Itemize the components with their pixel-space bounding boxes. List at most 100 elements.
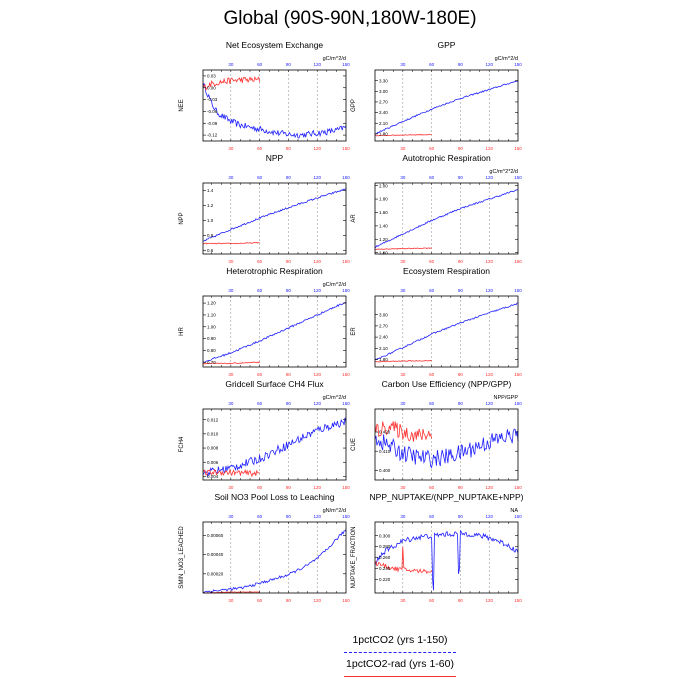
x-tick-label-bottom: 120	[485, 598, 493, 603]
y-tick-label: 0.004	[207, 474, 219, 479]
series-line-red	[202, 76, 260, 91]
panel-title: NPP_NUPTAKE/(NPP_NUPTAKE+NPP)	[370, 492, 524, 502]
y-tick-label: 0.010	[207, 431, 219, 436]
x-tick-label-bottom: 60	[257, 485, 263, 490]
x-tick-label-top: 120	[313, 288, 321, 293]
x-tick-label-bottom: 120	[485, 259, 493, 264]
y-tick-label: 0.90	[207, 336, 216, 341]
x-tick-label-bottom: 150	[514, 372, 522, 377]
x-tick-label-top: 90	[458, 401, 464, 406]
x-tick-label-bottom: 150	[342, 598, 350, 603]
y-tick-label: 1.20	[207, 301, 216, 306]
series-line-blue	[202, 417, 347, 478]
y-tick-label: 0.8	[207, 233, 214, 238]
plot-frame	[374, 69, 519, 142]
series-line-red	[202, 242, 260, 245]
x-tick-label-top: 30	[228, 288, 234, 293]
y-axis-label: SMIN_NO3_LEACHED	[179, 526, 185, 589]
x-tick-label-bottom: 120	[313, 372, 321, 377]
series-line-red	[375, 359, 432, 363]
panel-title: Ecosystem Respiration	[403, 266, 490, 276]
x-tick-label-top: 90	[286, 514, 292, 519]
series-line-red	[374, 546, 432, 575]
y-tick-label: 1.4	[207, 188, 214, 193]
x-tick-label-bottom: 90	[458, 485, 464, 490]
x-tick-label-bottom: 30	[228, 372, 234, 377]
x-tick-label-top: 60	[429, 175, 435, 180]
plot-frame	[202, 521, 347, 594]
panel-5: Ecosystem Respiration ER 30 60 90 120 150 30 60 9…	[351, 266, 522, 377]
x-tick-label-bottom: 150	[514, 485, 522, 490]
y-tick-label: 0.70	[207, 360, 216, 365]
x-tick-label-bottom: 120	[313, 485, 321, 490]
panel-1: GPP gC/m^2/d GPP 30 60 90 120 150 30 60 90 120 150 3.…	[351, 40, 522, 151]
x-tick-label-bottom: 30	[400, 372, 406, 377]
x-tick-label-bottom: 60	[257, 146, 263, 151]
x-tick-label-bottom: 30	[228, 598, 234, 603]
x-tick-label-bottom: 60	[429, 259, 435, 264]
x-tick-label-top: 120	[485, 514, 493, 519]
x-tick-label-top: 60	[429, 514, 435, 519]
panel-8: Soil NO3 Pool Loss to Leaching gN/m^2/d SM…	[179, 492, 350, 603]
x-tick-label-top: 150	[342, 62, 350, 67]
x-tick-label-top: 30	[400, 288, 406, 293]
y-tick-label: 1.80	[379, 197, 388, 202]
x-tick-label-bottom: 90	[458, 146, 464, 151]
y-tick-label: 2.00	[379, 183, 388, 188]
x-tick-label-bottom: 150	[514, 598, 522, 603]
y-axis-label: NUPTAKE_FRACTION	[351, 527, 357, 589]
x-tick-label-bottom: 90	[286, 485, 292, 490]
x-tick-label-top: 90	[458, 175, 464, 180]
x-tick-label-top: 120	[485, 62, 493, 67]
x-tick-label-top: 150	[514, 62, 522, 67]
y-tick-label: 0.03	[207, 74, 216, 79]
x-tick-label-bottom: 30	[400, 259, 406, 264]
y-tick-label: 3.00	[379, 312, 388, 317]
panel-units: gC/m^2/d	[323, 395, 346, 401]
y-tick-label: 1.2	[207, 203, 214, 208]
x-tick-label-top: 60	[257, 514, 263, 519]
series-line-blue	[374, 80, 519, 135]
y-tick-label: 2.40	[379, 335, 388, 340]
y-axis-label: CUE	[351, 438, 357, 451]
series-line-blue	[202, 82, 347, 139]
series-line-blue	[374, 189, 519, 249]
plot-frame	[374, 182, 519, 255]
x-tick-label-top: 150	[342, 401, 350, 406]
y-tick-label: 1.80	[379, 357, 388, 362]
y-tick-label: 3.30	[379, 78, 388, 83]
series-line-blue	[202, 529, 347, 594]
plot-frame	[202, 69, 347, 142]
panel-units: gC/m^2/d	[495, 56, 518, 62]
y-tick-label: 0.6	[207, 248, 214, 253]
x-tick-label-bottom: 90	[458, 598, 464, 603]
x-tick-label-bottom: 30	[228, 146, 234, 151]
panel-9: NPP_NUPTAKE/(NPP_NUPTAKE+NPP) NA NUPTAKE_F…	[351, 492, 524, 603]
y-tick-label: 1.60	[379, 210, 388, 215]
series-line-red	[202, 361, 260, 365]
x-tick-label-top: 150	[342, 514, 350, 519]
x-tick-label-top: 60	[429, 288, 435, 293]
x-tick-label-top: 90	[286, 175, 292, 180]
x-tick-label-bottom: 90	[286, 146, 292, 151]
x-tick-label-bottom: 90	[286, 598, 292, 603]
x-tick-label-top: 120	[485, 288, 493, 293]
y-tick-label: 0.420	[379, 430, 391, 435]
panel-title: GPP	[438, 40, 456, 50]
x-tick-label-top: 90	[458, 288, 464, 293]
y-tick-label: 2.10	[379, 346, 388, 351]
x-tick-label-bottom: 60	[429, 485, 435, 490]
panel-units: NPP/GPP	[494, 395, 519, 401]
x-tick-label-bottom: 120	[313, 259, 321, 264]
series-line-blue	[374, 302, 519, 361]
x-tick-label-top: 120	[313, 62, 321, 67]
x-tick-label-bottom: 150	[342, 259, 350, 264]
plot-frame	[374, 408, 519, 481]
x-tick-label-bottom: 120	[485, 485, 493, 490]
x-tick-label-bottom: 30	[228, 485, 234, 490]
panel-3: Autotrophic Respiration gC/m^2*2/d AR 30 60 9…	[351, 153, 522, 264]
x-tick-label-top: 120	[485, 175, 493, 180]
x-tick-label-top: 30	[228, 62, 234, 67]
x-tick-label-bottom: 120	[313, 146, 321, 151]
